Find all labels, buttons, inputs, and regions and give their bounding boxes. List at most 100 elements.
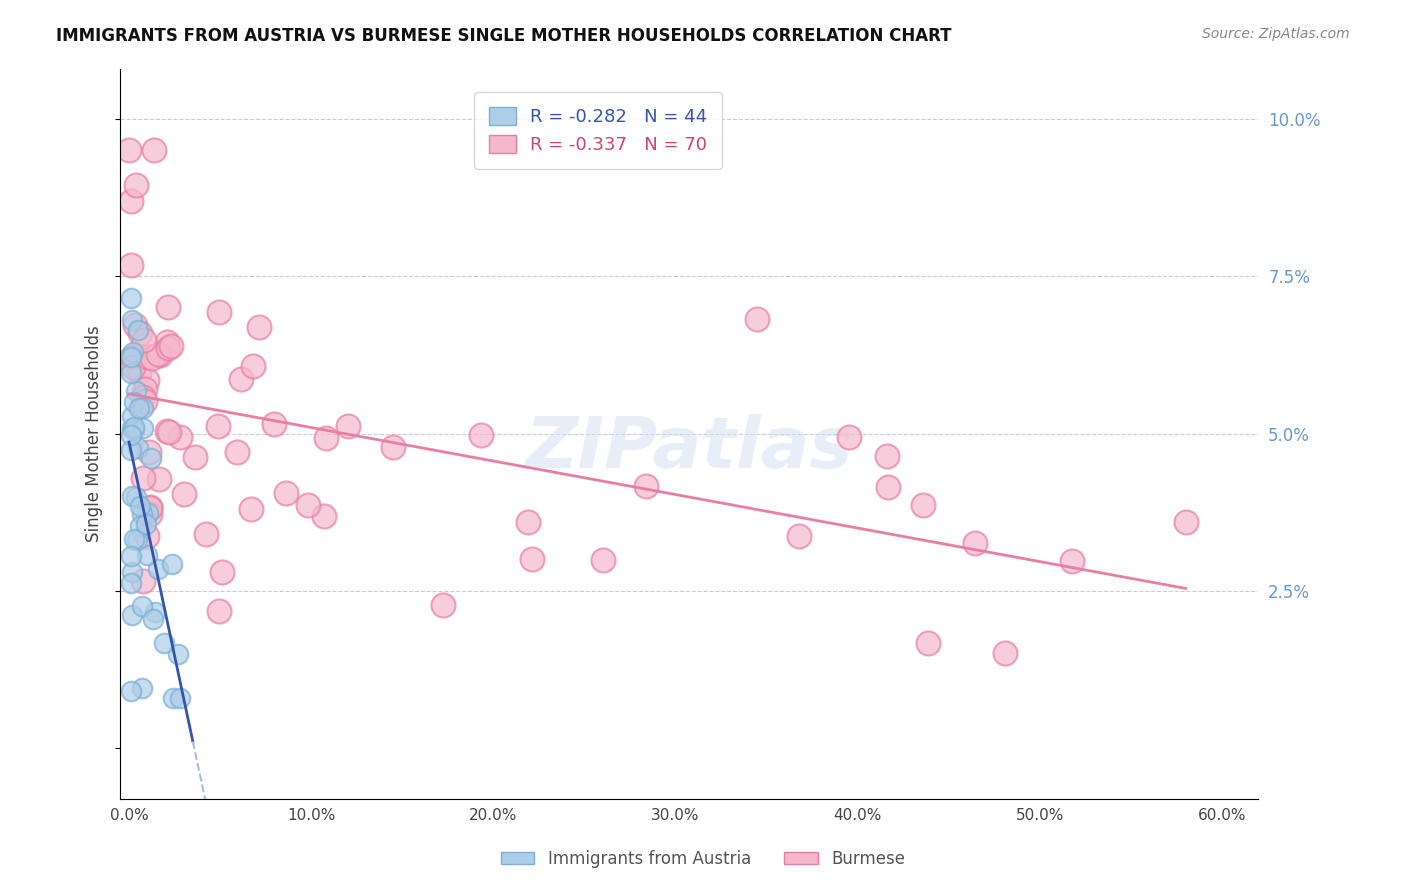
Point [636, 479, 658, 493]
Point [142, 144, 165, 158]
Point [169, 430, 191, 444]
Point [132, 401, 155, 415]
Point [136, 372, 159, 386]
Point [120, 367, 142, 381]
Point [153, 636, 176, 650]
Point [125, 178, 148, 192]
Point [120, 350, 142, 364]
Point [337, 419, 360, 434]
Point [139, 500, 162, 515]
Point [131, 507, 153, 521]
Point [138, 444, 160, 458]
Point [132, 574, 155, 589]
Point [994, 646, 1017, 660]
Point [128, 365, 150, 379]
Point [136, 507, 159, 521]
Point [156, 334, 179, 349]
Point [122, 532, 145, 546]
Point [148, 562, 170, 576]
Text: ZIPatlas: ZIPatlas [526, 414, 853, 483]
Point [138, 500, 160, 515]
Point [129, 326, 152, 340]
Point [128, 499, 150, 513]
Point [127, 442, 149, 456]
Point [1174, 515, 1197, 529]
Point [242, 359, 264, 373]
Point [139, 507, 162, 521]
Point [148, 472, 170, 486]
Point [142, 612, 165, 626]
Point [125, 384, 148, 399]
Point [135, 517, 157, 532]
Point [470, 428, 492, 442]
Point [240, 501, 263, 516]
Point [120, 194, 142, 208]
Point [121, 608, 143, 623]
Point [208, 603, 231, 617]
Point [838, 430, 860, 444]
Point [121, 409, 143, 424]
Point [143, 605, 166, 619]
Point [120, 258, 142, 272]
Point [274, 486, 297, 500]
Text: IMMIGRANTS FROM AUSTRIA VS BURMESE SINGLE MOTHER HOUSEHOLDS CORRELATION CHART: IMMIGRANTS FROM AUSTRIA VS BURMESE SINGL… [56, 27, 952, 45]
Point [1060, 554, 1083, 568]
Point [131, 420, 153, 434]
Point [132, 333, 155, 347]
Point [136, 548, 159, 562]
Point [195, 527, 218, 541]
Point [122, 359, 145, 374]
Point [129, 519, 152, 533]
Point [121, 344, 143, 359]
Point [121, 421, 143, 435]
Point [157, 300, 180, 314]
Point [247, 320, 270, 334]
Point [169, 691, 191, 706]
Point [382, 440, 405, 454]
Point [125, 491, 148, 505]
Point [124, 420, 146, 434]
Point [917, 635, 939, 649]
Point [208, 305, 231, 319]
Point [231, 372, 253, 386]
Point [592, 553, 614, 567]
Point [162, 557, 184, 571]
Point [156, 341, 179, 355]
Point [131, 681, 153, 695]
Point [132, 390, 155, 404]
Point [122, 395, 145, 409]
Y-axis label: Single Mother Households: Single Mother Households [86, 326, 103, 542]
Point [120, 442, 142, 457]
Point [162, 691, 184, 706]
Point [134, 382, 156, 396]
Point [132, 471, 155, 485]
Point [297, 498, 319, 512]
Point [876, 449, 898, 463]
Point [184, 450, 207, 464]
Point [148, 348, 170, 362]
Point [134, 393, 156, 408]
Point [156, 424, 179, 438]
Point [745, 312, 768, 326]
Point [124, 424, 146, 438]
Point [121, 350, 143, 364]
Point [141, 351, 163, 365]
Point [120, 683, 142, 698]
Legend: Immigrants from Austria, Burmese: Immigrants from Austria, Burmese [495, 844, 911, 875]
Point [315, 432, 337, 446]
Point [211, 565, 233, 579]
Point [135, 528, 157, 542]
Point [131, 599, 153, 613]
Point [787, 529, 810, 543]
Point [912, 498, 935, 512]
Point [263, 417, 285, 431]
Point [121, 312, 143, 326]
Point [963, 535, 986, 549]
Point [520, 551, 543, 566]
Point [120, 575, 142, 590]
Point [432, 598, 454, 612]
Point [120, 549, 142, 563]
Point [516, 516, 538, 530]
Point [146, 347, 169, 361]
Point [127, 533, 149, 548]
